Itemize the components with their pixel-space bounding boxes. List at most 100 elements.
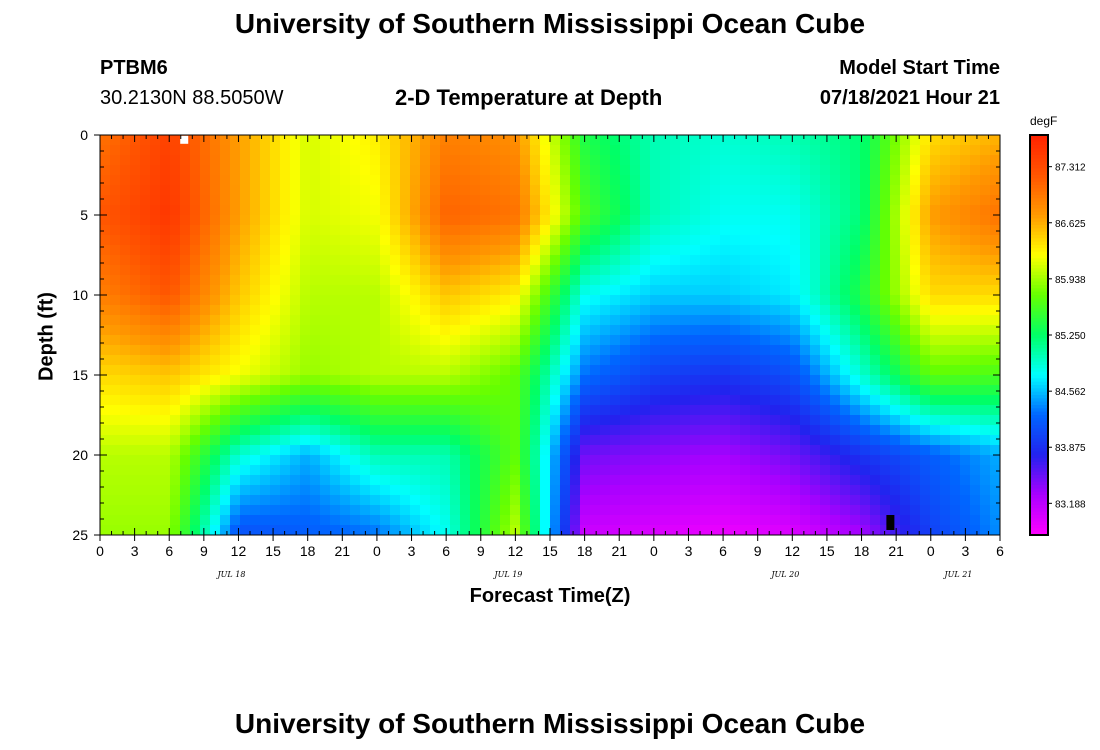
heatmap-cell	[460, 405, 471, 416]
heatmap-cell	[510, 315, 521, 326]
heatmap-cell	[710, 505, 721, 516]
heatmap-cell	[420, 525, 431, 535]
colorbar-segment	[1030, 191, 1048, 196]
heatmap-cell	[880, 455, 891, 466]
heatmap-cell	[490, 365, 501, 376]
heatmap-cell	[630, 355, 641, 366]
x-tick-label: 15	[819, 543, 835, 559]
heatmap-cell	[880, 185, 891, 196]
heatmap-cell	[920, 355, 931, 366]
heatmap-cell	[930, 225, 941, 236]
heatmap-cell	[320, 465, 331, 476]
heatmap-cell	[300, 245, 311, 256]
heatmap-cell	[160, 365, 171, 376]
heatmap-cell	[660, 515, 671, 526]
heatmap-cell	[800, 265, 811, 276]
heatmap-cell	[340, 225, 351, 236]
heatmap-cell	[700, 515, 711, 526]
colorbar-segment	[1030, 268, 1048, 273]
heatmap-cell	[150, 215, 161, 226]
heatmap-cell	[820, 175, 831, 186]
heatmap-cell	[540, 425, 551, 436]
heatmap-cell	[310, 195, 321, 206]
heatmap-cell	[240, 315, 251, 326]
heatmap-cell	[460, 385, 471, 396]
heatmap-cell	[410, 385, 421, 396]
heatmap-cell	[800, 455, 811, 466]
heatmap-cell	[950, 165, 961, 176]
heatmap-cell	[360, 255, 371, 266]
heatmap-cell	[160, 405, 171, 416]
heatmap-cell	[270, 155, 281, 166]
heatmap-cell	[670, 195, 681, 206]
heatmap-cell	[570, 315, 581, 326]
heatmap-cell	[860, 485, 871, 496]
heatmap-cell	[120, 365, 131, 376]
heatmap-cell	[500, 325, 511, 336]
heatmap-cell	[510, 215, 521, 226]
heatmap-cell	[660, 265, 671, 276]
heatmap-cell	[720, 455, 731, 466]
heatmap-cell	[840, 485, 851, 496]
heatmap-cell	[190, 265, 201, 276]
heatmap-cell	[480, 195, 491, 206]
heatmap-cell	[360, 455, 371, 466]
heatmap-cell	[230, 525, 241, 535]
heatmap-cell	[650, 425, 661, 436]
heatmap-cell	[610, 435, 621, 446]
heatmap-cell	[840, 265, 851, 276]
heatmap-cell	[620, 285, 631, 296]
heatmap-cell	[260, 385, 271, 396]
heatmap-cell	[770, 285, 781, 296]
heatmap-cell	[480, 415, 491, 426]
heatmap-cell	[540, 185, 551, 196]
heatmap-cell	[520, 205, 531, 216]
heatmap-cell	[130, 455, 141, 466]
heatmap-cell	[590, 405, 601, 416]
heatmap-cell	[120, 335, 131, 346]
heatmap-cell	[620, 325, 631, 336]
heatmap-cell	[960, 265, 971, 276]
heatmap-cell	[740, 335, 751, 346]
heatmap-cell	[680, 175, 691, 186]
heatmap-cell	[410, 165, 421, 176]
heatmap-cell	[550, 195, 561, 206]
heatmap-cell	[740, 525, 751, 535]
heatmap-cell	[980, 465, 991, 476]
heatmap-cell	[650, 265, 661, 276]
heatmap-cell	[400, 525, 411, 535]
heatmap-cell	[200, 425, 211, 436]
heatmap-cell	[410, 395, 421, 406]
heatmap-cell	[320, 225, 331, 236]
heatmap-cell	[560, 495, 571, 506]
heatmap-cell	[530, 315, 541, 326]
heatmap-cell	[950, 515, 961, 526]
heatmap-cell	[980, 145, 991, 156]
heatmap-cell	[820, 325, 831, 336]
heatmap-cell	[650, 465, 661, 476]
heatmap-cell	[720, 465, 731, 476]
heatmap-cell	[340, 345, 351, 356]
heatmap-cell	[570, 355, 581, 366]
heatmap-cell	[620, 385, 631, 396]
heatmap-cell	[490, 145, 501, 156]
heatmap-cell	[770, 305, 781, 316]
heatmap-cell	[140, 135, 151, 146]
heatmap-cell	[380, 465, 391, 476]
colorbar-segment	[1030, 305, 1048, 309]
heatmap-cell	[600, 465, 611, 476]
heatmap-cell	[250, 355, 261, 366]
heatmap-cell	[620, 245, 631, 256]
heatmap-cell	[560, 275, 571, 286]
heatmap-cell	[170, 435, 181, 446]
heatmap-cell	[520, 245, 531, 256]
heatmap-cell	[100, 355, 111, 366]
heatmap-cell	[660, 355, 671, 366]
heatmap-cell	[120, 395, 131, 406]
heatmap-cell	[840, 415, 851, 426]
heatmap-cell	[340, 265, 351, 276]
heatmap-cell	[450, 395, 461, 406]
heatmap-cell	[590, 225, 601, 236]
heatmap-cell	[310, 215, 321, 226]
heatmap-cell	[760, 155, 771, 166]
